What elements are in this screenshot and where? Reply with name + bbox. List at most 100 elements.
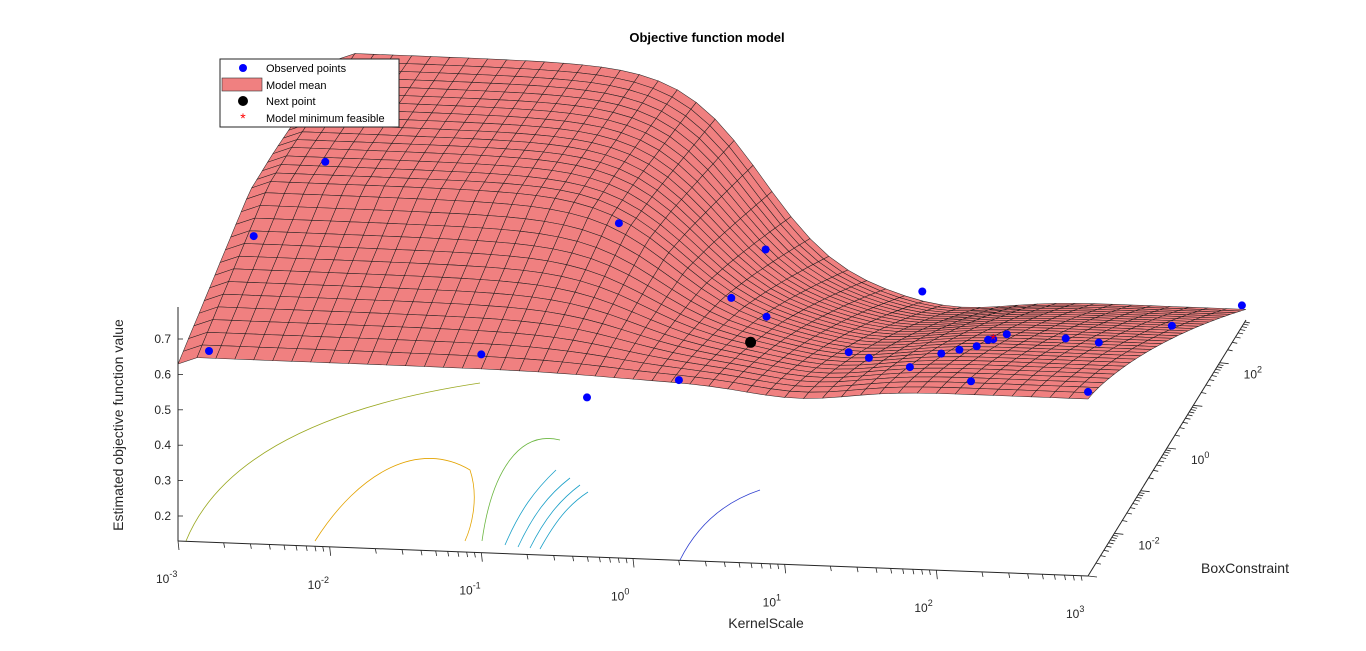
observed-point xyxy=(905,363,914,372)
x-tick-mark xyxy=(474,552,476,558)
z-axis-label: Estimated objective function value xyxy=(110,319,126,531)
y-tick-mark xyxy=(1158,460,1165,463)
observed-point xyxy=(1002,330,1011,339)
y-tick-mark xyxy=(1240,329,1246,331)
y-tick-mark xyxy=(1108,542,1114,545)
y-tick-mark xyxy=(1122,520,1128,522)
observed-point xyxy=(984,335,993,344)
y-tick-mark xyxy=(1190,409,1196,411)
x-tick-mark xyxy=(1080,575,1083,581)
y-tick-mark xyxy=(1217,366,1223,369)
y-tick-labels: 10-2 100 102 xyxy=(1138,365,1262,553)
x-tick-label: 102 xyxy=(914,598,932,615)
x-tick-mark xyxy=(553,555,556,561)
x-tick-mark xyxy=(1064,575,1066,581)
x-tick-mark xyxy=(1027,573,1030,579)
x-tick-mark xyxy=(921,569,924,575)
x-tick-mark xyxy=(769,563,772,569)
observed-point xyxy=(583,393,591,402)
y-tick-mark xyxy=(1211,375,1217,377)
observed-point xyxy=(864,353,873,362)
x-tick-mark xyxy=(295,545,298,551)
x-tick-mark xyxy=(981,571,984,578)
z-tick-label: 0.6 xyxy=(154,367,171,381)
x-tick-mark xyxy=(829,566,832,572)
y-tick-mark xyxy=(1165,449,1171,452)
y-tick-mark xyxy=(1179,427,1185,430)
y-tick-label: 102 xyxy=(1244,365,1262,382)
contour-line xyxy=(529,484,581,549)
legend-next-point-marker xyxy=(238,96,248,106)
contour-line xyxy=(504,469,557,546)
y-tick-mark xyxy=(1140,490,1150,493)
x-tick-mark xyxy=(466,552,469,558)
z-tick-label: 0.7 xyxy=(154,332,171,346)
legend-box xyxy=(219,58,400,128)
observed-point xyxy=(205,347,213,355)
x-tick-label: 101 xyxy=(763,592,781,609)
x-tick-label: 10-1 xyxy=(459,581,480,598)
observed-point xyxy=(1094,338,1103,347)
x-tick-label: 103 xyxy=(1066,604,1084,621)
observed-point xyxy=(937,349,946,358)
x-tick-mark xyxy=(912,569,915,575)
y-tick-mark xyxy=(1138,494,1144,497)
contour-line xyxy=(481,438,561,542)
x-tick-mark xyxy=(723,561,726,568)
x-tick-mark xyxy=(902,568,905,574)
observed-point xyxy=(1237,301,1246,310)
legend-model-mean-patch xyxy=(221,77,263,92)
x-tick-mark xyxy=(314,546,317,552)
floor-contour-lines xyxy=(185,382,761,561)
legend-observed-label: Observed points xyxy=(266,63,347,75)
x-tick-mark xyxy=(268,544,271,550)
y-tick-mark xyxy=(1213,371,1219,374)
y-tick-mark xyxy=(1166,447,1177,450)
y-tick-mark xyxy=(1227,349,1233,352)
x-tick-mark xyxy=(223,542,226,548)
y-tick-mark xyxy=(1126,512,1132,515)
x-tick-mark xyxy=(374,548,377,554)
y-tick-mark xyxy=(1156,464,1162,467)
x-tick-mark xyxy=(890,568,893,574)
x-tick-mark xyxy=(1053,574,1056,580)
chart-title: Objective function model xyxy=(629,30,784,45)
contour-line xyxy=(517,477,571,548)
x-tick-label: 10-3 xyxy=(156,569,177,586)
observed-point xyxy=(249,232,258,241)
x-tick-mark xyxy=(784,564,787,574)
y-tick-mark xyxy=(1095,562,1102,565)
x-tick-mark xyxy=(1008,572,1011,579)
observed-point xyxy=(674,376,683,385)
y-tick-mark xyxy=(1185,417,1191,420)
x-tick-mark xyxy=(856,567,859,573)
x-tick-mark xyxy=(625,558,628,564)
observed-point xyxy=(844,348,853,357)
x-tick-mark xyxy=(401,549,404,555)
x-tick-mark xyxy=(329,546,332,556)
x-tick-mark xyxy=(249,543,252,549)
y-tick-mark xyxy=(1232,341,1238,344)
observed-points-layer: * xyxy=(205,157,1246,402)
contour-line xyxy=(539,491,589,550)
y-tick-mark xyxy=(1162,454,1168,457)
x-tick-mark xyxy=(875,567,878,573)
observed-point xyxy=(967,377,975,386)
legend-model-min-marker: * xyxy=(240,110,246,126)
y-tick-mark xyxy=(1187,414,1193,417)
x-tick-mark xyxy=(420,550,423,556)
x-tick-mark xyxy=(480,552,483,562)
y-tick-mark xyxy=(1100,555,1106,558)
x-tick-mark xyxy=(617,557,620,564)
next-point xyxy=(745,336,757,348)
y-tick-mark xyxy=(1164,451,1170,454)
observed-point xyxy=(1084,387,1092,396)
observed-point xyxy=(955,345,964,354)
x-tick-mark xyxy=(704,561,707,567)
y-tick-mark xyxy=(1087,575,1098,578)
observed-point xyxy=(1167,321,1176,330)
y-axis-label: BoxConstraint xyxy=(1201,560,1289,576)
z-tick-label: 0.3 xyxy=(154,474,171,488)
y-tick-mark xyxy=(1235,336,1241,339)
observed-point xyxy=(727,293,736,302)
